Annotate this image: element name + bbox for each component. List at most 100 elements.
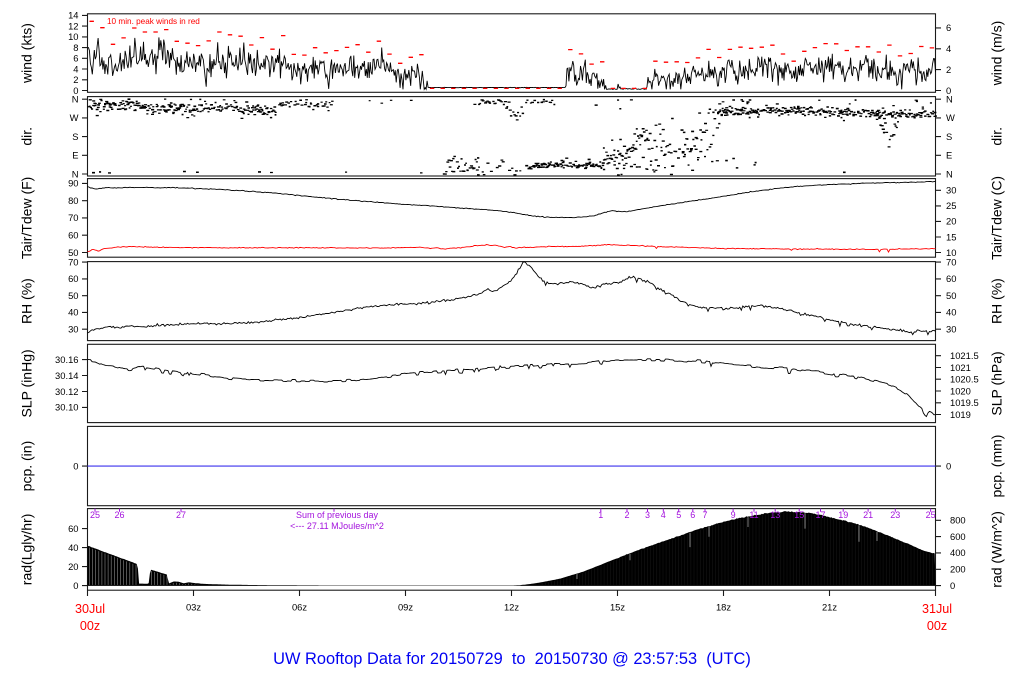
svg-text:31Jul: 31Jul — [922, 602, 952, 616]
svg-text:60: 60 — [946, 273, 956, 284]
svg-text:50: 50 — [946, 290, 956, 301]
svg-text:25: 25 — [90, 510, 100, 520]
svg-text:800: 800 — [950, 515, 966, 526]
svg-text:600: 600 — [950, 531, 966, 542]
svg-text:0: 0 — [73, 460, 78, 471]
svg-text:1019.5: 1019.5 — [950, 397, 979, 408]
svg-text:25: 25 — [946, 200, 956, 211]
svg-text:1020.5: 1020.5 — [950, 374, 979, 385]
svg-text:200: 200 — [950, 564, 966, 575]
svg-text:15: 15 — [794, 510, 804, 520]
svg-text:2: 2 — [73, 74, 78, 85]
svg-text:2: 2 — [946, 64, 951, 75]
svg-text:19: 19 — [838, 510, 848, 520]
svg-text:RH (%): RH (%) — [989, 278, 1005, 324]
svg-text:1021: 1021 — [950, 362, 971, 373]
svg-text:30.16: 30.16 — [55, 354, 78, 365]
svg-text:10: 10 — [946, 247, 956, 258]
svg-text:21z: 21z — [822, 602, 837, 613]
svg-text:N: N — [72, 94, 79, 105]
svg-text:E: E — [72, 150, 78, 161]
svg-text:06z: 06z — [292, 602, 307, 613]
svg-text:4: 4 — [946, 43, 951, 54]
svg-text:50: 50 — [68, 247, 78, 258]
svg-text:12: 12 — [68, 20, 78, 31]
svg-text:RH (%): RH (%) — [19, 278, 35, 324]
svg-text:21: 21 — [863, 510, 873, 520]
svg-text:pcp. (in): pcp. (in) — [19, 441, 35, 492]
svg-text:Sum of previous day: Sum of previous day — [296, 510, 379, 520]
svg-text:S: S — [946, 131, 952, 142]
svg-text:20: 20 — [68, 561, 78, 572]
svg-text:SLP (hPa): SLP (hPa) — [989, 351, 1005, 415]
svg-text:<--- 27.11 MJoules/m^2: <--- 27.11 MJoules/m^2 — [290, 521, 384, 531]
svg-text:1019: 1019 — [950, 409, 971, 420]
svg-text:6: 6 — [946, 22, 951, 33]
svg-text:09z: 09z — [398, 602, 413, 613]
svg-text:25: 25 — [926, 510, 936, 520]
svg-text:SLP (inHg): SLP (inHg) — [19, 349, 35, 417]
svg-text:10: 10 — [68, 31, 78, 42]
svg-text:60: 60 — [68, 230, 78, 241]
svg-text:15z: 15z — [610, 602, 625, 613]
svg-text:E: E — [946, 150, 952, 161]
svg-text:8: 8 — [73, 42, 78, 53]
svg-text:3: 3 — [645, 510, 650, 520]
svg-text:60: 60 — [68, 273, 78, 284]
svg-text:4: 4 — [661, 510, 666, 520]
svg-text:1: 1 — [598, 510, 603, 520]
svg-text:20: 20 — [946, 216, 956, 227]
svg-text:UW Rooftop Data for 20150729: UW Rooftop Data for 20150729 to 20150730… — [273, 650, 751, 668]
svg-text:W: W — [70, 112, 79, 123]
svg-text:S: S — [72, 131, 78, 142]
svg-text:N: N — [72, 168, 79, 179]
svg-text:rad (W/m^2): rad (W/m^2) — [989, 511, 1005, 588]
svg-text:10 min. peak winds in red: 10 min. peak winds in red — [107, 17, 200, 26]
svg-text:pcp. (mm): pcp. (mm) — [989, 435, 1005, 498]
svg-text:17: 17 — [815, 510, 825, 520]
svg-text:0: 0 — [950, 580, 955, 591]
svg-text:400: 400 — [950, 547, 966, 558]
svg-text:70: 70 — [68, 256, 78, 267]
svg-text:30.14: 30.14 — [55, 370, 78, 381]
svg-text:40: 40 — [946, 307, 956, 318]
svg-text:0: 0 — [73, 85, 78, 96]
svg-text:N: N — [946, 94, 953, 105]
svg-text:1020: 1020 — [950, 385, 971, 396]
svg-text:wind (m/s): wind (m/s) — [989, 21, 1005, 87]
svg-text:70: 70 — [946, 256, 956, 267]
svg-text:00z: 00z — [927, 619, 947, 633]
svg-text:26: 26 — [114, 510, 124, 520]
svg-text:dir.: dir. — [19, 127, 35, 146]
svg-text:30.12: 30.12 — [55, 386, 78, 397]
svg-text:9: 9 — [731, 510, 736, 520]
svg-text:5: 5 — [676, 510, 681, 520]
svg-text:18z: 18z — [716, 602, 731, 613]
svg-text:27: 27 — [176, 510, 186, 520]
svg-text:Tair/Tdew (C): Tair/Tdew (C) — [989, 176, 1005, 260]
svg-text:6: 6 — [73, 53, 78, 64]
svg-text:6: 6 — [690, 510, 695, 520]
svg-text:Tair/Tdew (F): Tair/Tdew (F) — [19, 177, 35, 259]
svg-text:2: 2 — [624, 510, 629, 520]
svg-text:60: 60 — [68, 523, 78, 534]
svg-text:11: 11 — [749, 510, 758, 520]
svg-text:03z: 03z — [186, 602, 201, 613]
svg-text:00z: 00z — [80, 619, 100, 633]
svg-text:30: 30 — [68, 324, 78, 335]
svg-text:wind (kts): wind (kts) — [19, 23, 35, 84]
svg-text:30Jul: 30Jul — [75, 602, 105, 616]
svg-text:0: 0 — [73, 580, 78, 591]
svg-text:90: 90 — [68, 178, 78, 189]
svg-text:1021.5: 1021.5 — [950, 350, 979, 361]
svg-text:50: 50 — [68, 290, 78, 301]
svg-text:7: 7 — [702, 510, 707, 520]
svg-text:30: 30 — [946, 324, 956, 335]
svg-text:rad(Lgly/hr): rad(Lgly/hr) — [19, 514, 35, 586]
svg-text:12z: 12z — [504, 602, 519, 613]
svg-text:30.10: 30.10 — [55, 402, 78, 413]
svg-text:40: 40 — [68, 542, 78, 553]
svg-text:30: 30 — [946, 185, 956, 196]
svg-text:40: 40 — [68, 307, 78, 318]
svg-text:N: N — [946, 168, 953, 179]
